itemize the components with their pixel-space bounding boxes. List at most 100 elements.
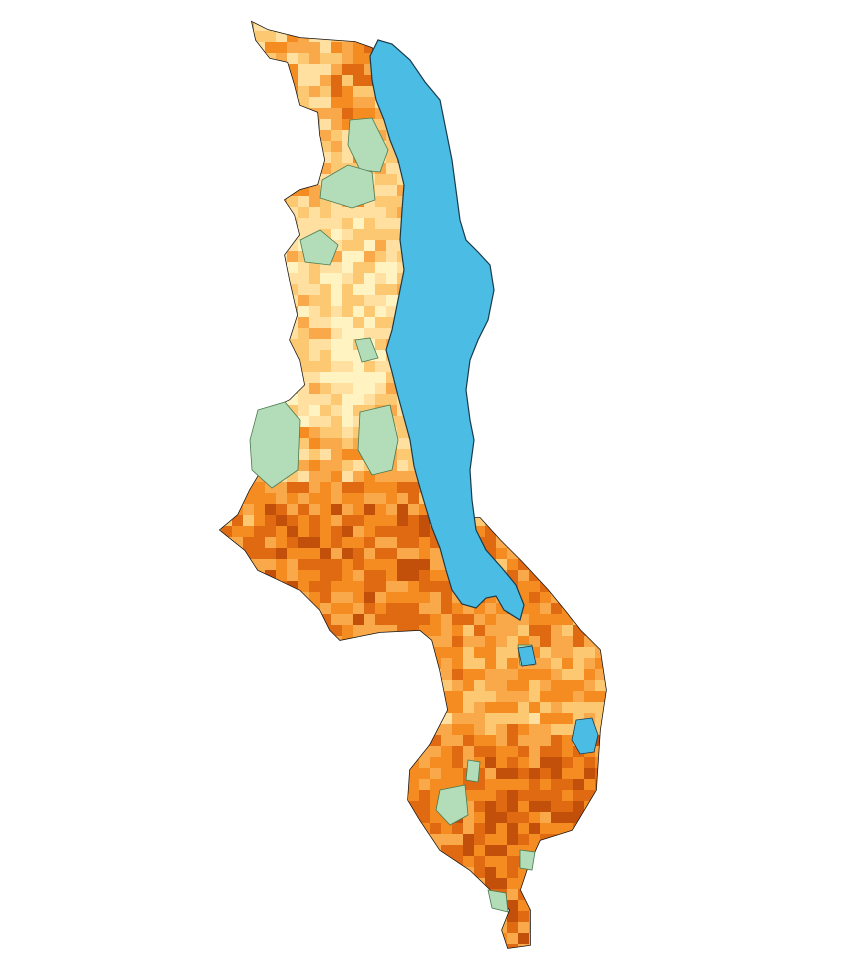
raster-cell bbox=[595, 163, 606, 175]
raster-cell bbox=[408, 504, 420, 516]
raster-cell bbox=[573, 801, 585, 813]
raster-cell bbox=[375, 548, 387, 560]
raster-cell bbox=[562, 460, 574, 472]
raster-cell bbox=[562, 570, 574, 582]
raster-cell bbox=[584, 570, 596, 582]
raster-cell bbox=[441, 42, 453, 54]
raster-cell bbox=[397, 669, 409, 681]
raster-cell bbox=[287, 108, 299, 120]
raster-cell bbox=[353, 559, 365, 571]
raster-cell bbox=[617, 713, 629, 725]
raster-cell bbox=[353, 240, 365, 252]
raster-cell bbox=[430, 548, 442, 560]
raster-cell bbox=[353, 889, 365, 901]
raster-cell bbox=[375, 944, 387, 948]
raster-cell bbox=[617, 196, 629, 208]
raster-cell bbox=[353, 273, 365, 285]
raster-cell bbox=[287, 86, 299, 98]
raster-cell bbox=[243, 493, 255, 505]
raster-cell bbox=[562, 581, 574, 593]
raster-cell bbox=[342, 482, 354, 494]
raster-cell bbox=[529, 647, 541, 659]
raster-cell bbox=[562, 526, 574, 538]
raster-cell bbox=[232, 757, 244, 769]
raster-cell bbox=[254, 845, 266, 857]
raster-cell bbox=[221, 647, 233, 659]
raster-cell bbox=[298, 515, 310, 527]
raster-cell bbox=[518, 152, 530, 164]
raster-cell bbox=[220, 240, 222, 252]
raster-cell bbox=[276, 713, 288, 725]
raster-cell bbox=[496, 911, 508, 923]
raster-cell bbox=[573, 691, 585, 703]
raster-cell bbox=[485, 713, 497, 725]
raster-cell bbox=[309, 834, 321, 846]
raster-cell bbox=[342, 251, 354, 263]
raster-cell bbox=[276, 130, 288, 142]
raster-cell bbox=[243, 218, 255, 230]
raster-cell bbox=[397, 801, 409, 813]
raster-cell bbox=[408, 559, 420, 571]
raster-cell bbox=[463, 603, 475, 615]
raster-cell bbox=[331, 504, 343, 516]
raster-cell bbox=[386, 196, 398, 208]
raster-cell bbox=[430, 856, 442, 868]
raster-cell bbox=[617, 823, 629, 835]
raster-cell bbox=[496, 878, 508, 890]
raster-cell bbox=[375, 757, 387, 769]
raster-cell bbox=[243, 636, 255, 648]
raster-cell bbox=[595, 130, 606, 142]
raster-cell bbox=[298, 22, 310, 32]
raster-cell bbox=[584, 339, 596, 351]
raster-cell bbox=[221, 394, 233, 406]
raster-cell bbox=[474, 625, 486, 637]
raster-cell bbox=[485, 86, 497, 98]
raster-cell bbox=[342, 614, 354, 626]
raster-cell bbox=[529, 449, 541, 461]
raster-cell bbox=[309, 438, 321, 450]
raster-cell bbox=[529, 31, 541, 43]
raster-cell bbox=[353, 691, 365, 703]
raster-cell bbox=[287, 295, 299, 307]
raster-cell bbox=[518, 614, 530, 626]
raster-cell bbox=[254, 163, 266, 175]
raster-cell bbox=[408, 603, 420, 615]
raster-cell bbox=[496, 361, 508, 373]
raster-cell bbox=[265, 86, 277, 98]
raster-cell bbox=[485, 647, 497, 659]
raster-cell bbox=[265, 779, 277, 791]
raster-cell bbox=[551, 625, 563, 637]
raster-cell bbox=[529, 328, 541, 340]
raster-cell bbox=[606, 42, 618, 54]
raster-cell bbox=[320, 757, 332, 769]
raster-cell bbox=[254, 251, 266, 263]
raster-cell bbox=[474, 779, 486, 791]
raster-cell bbox=[364, 680, 376, 692]
raster-cell bbox=[243, 262, 255, 274]
raster-cell bbox=[287, 878, 299, 890]
raster-cell bbox=[265, 218, 277, 230]
raster-cell bbox=[254, 812, 266, 824]
raster-cell bbox=[452, 889, 464, 901]
raster-cell bbox=[364, 306, 376, 318]
raster-cell bbox=[496, 636, 508, 648]
raster-cell bbox=[540, 317, 552, 329]
raster-cell bbox=[221, 240, 233, 252]
raster-cell bbox=[298, 944, 310, 948]
raster-cell bbox=[606, 130, 618, 142]
raster-cell bbox=[342, 746, 354, 758]
raster-cell bbox=[584, 64, 596, 76]
raster-cell bbox=[496, 559, 508, 571]
raster-cell bbox=[221, 735, 233, 747]
raster-cell bbox=[276, 86, 288, 98]
raster-cell bbox=[375, 801, 387, 813]
raster-cell bbox=[320, 438, 332, 450]
raster-cell bbox=[243, 163, 255, 175]
raster-cell bbox=[485, 526, 497, 538]
raster-cell bbox=[595, 86, 606, 98]
raster-cell bbox=[562, 218, 574, 230]
raster-cell bbox=[320, 735, 332, 747]
raster-cell bbox=[309, 42, 321, 54]
raster-cell bbox=[298, 878, 310, 890]
raster-cell bbox=[243, 471, 255, 483]
